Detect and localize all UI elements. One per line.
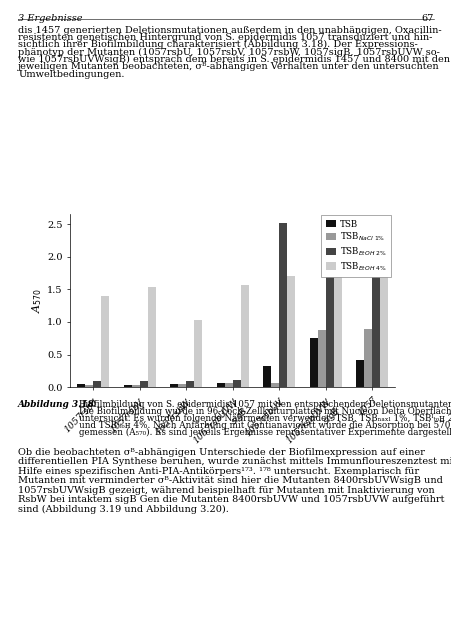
Bar xyxy=(286,276,295,387)
Bar xyxy=(364,328,372,387)
Bar xyxy=(309,338,317,387)
Text: Mutanten mit verminderter σᴮ-Aktivität sind hier die Mutanten 8400​rsbUVWsigB un: Mutanten mit verminderter σᴮ-Aktivität s… xyxy=(18,476,442,485)
Text: RsbW bei intaktem sigB Gen die Mutanten 8400​rsbUVW und 1057​rsbUVW aufgeführt: RsbW bei intaktem sigB Gen die Mutanten … xyxy=(18,495,444,504)
Bar xyxy=(232,380,240,387)
Bar xyxy=(279,223,286,387)
Text: 67: 67 xyxy=(421,14,433,23)
Text: resistenten genetischen Hintergrund von S. epidermidis 1057 transduziert und hin: resistenten genetischen Hintergrund von … xyxy=(18,33,432,42)
Text: wie 1057​rsbUVWsigB) entsprach dem bereits in S. epidermidis 1457 und 8400 mit d: wie 1057​rsbUVWsigB) entsprach dem berei… xyxy=(18,55,449,64)
Text: sichtlich ihrer Biofilmbildung charakterisiert (Abbildung 3.18). Der Expressions: sichtlich ihrer Biofilmbildung charakter… xyxy=(18,40,417,49)
Text: untersucht. Es wurden folgende Nährmedien verwendet: TSB, TSBₙₐₓₗ 1%, TSBᴵₜₒʜ 2%: untersucht. Es wurden folgende Nährmedie… xyxy=(79,414,451,423)
Bar xyxy=(132,385,139,387)
Bar xyxy=(317,330,325,387)
Bar xyxy=(93,381,101,387)
Bar xyxy=(124,385,132,387)
Bar xyxy=(333,250,341,387)
Bar xyxy=(216,383,225,387)
Bar xyxy=(139,381,147,387)
Y-axis label: A$_{570}$: A$_{570}$ xyxy=(30,289,44,313)
Bar xyxy=(101,296,109,387)
Text: Die Biofilmbildung wurde in 96-Loch-Zellkulturplatten mit Nucleon Delta Oberfläc: Die Biofilmbildung wurde in 96-Loch-Zell… xyxy=(79,407,451,416)
Text: differentiellen PIA Synthese beruhen, wurde zunächst mittels Immunfloureszenztes: differentiellen PIA Synthese beruhen, wu… xyxy=(18,458,451,467)
Bar xyxy=(356,360,364,387)
Bar xyxy=(194,320,202,387)
Text: und TSBᴵₜₒʜ 4%. Nach Anfärbung mit Gentianaviolett wurde die Absorption bei 570 : und TSBᴵₜₒʜ 4%. Nach Anfärbung mit Genti… xyxy=(79,420,451,429)
Bar xyxy=(170,384,178,387)
Bar xyxy=(372,226,379,387)
Bar xyxy=(240,285,248,387)
Bar xyxy=(263,365,271,387)
Text: Ob die beobachteten σᴮ-abhängigen Unterschiede der Biofilmexpression auf einer: Ob die beobachteten σᴮ-abhängigen Unters… xyxy=(18,448,424,457)
Text: Umweltbedingungen.: Umweltbedingungen. xyxy=(18,70,124,79)
Text: jeweiligen Mutanten beobachteten, σᴮ-abhängigen Verhalten unter den untersuchten: jeweiligen Mutanten beobachteten, σᴮ-abh… xyxy=(18,62,439,72)
Bar xyxy=(178,384,186,387)
Text: sind (Abbildung 3.19 und Abbildung 3.20).: sind (Abbildung 3.19 und Abbildung 3.20)… xyxy=(18,505,229,514)
Bar xyxy=(325,223,333,387)
Bar xyxy=(77,384,85,387)
Text: 3 Ergebnisse: 3 Ergebnisse xyxy=(18,14,83,23)
Bar xyxy=(271,383,279,387)
Text: 1057​rsbUVWsigB gezeigt, während beispielhaft für Mutanten mit Inaktivierung von: 1057​rsbUVWsigB gezeigt, während beispie… xyxy=(18,486,434,495)
Text: phänotyp der Mutanten (1057​rsbU, 1057​rsbV, 1057​rsbW, 1057​sigB, 1057​rsbUVW s: phänotyp der Mutanten (1057​rsbU, 1057​r… xyxy=(18,48,439,57)
Text: Biofilmbildung von S. epidermidis 1057 mit den entsprechenden Deletionsmutanten.: Biofilmbildung von S. epidermidis 1057 m… xyxy=(79,400,451,409)
Bar xyxy=(186,381,194,387)
Bar xyxy=(379,234,387,387)
Text: Hilfe eines spezifischen Anti-PIA-Antikörpers¹⁷³․ ¹⁷⁸ untersucht. Exemplarisch f: Hilfe eines spezifischen Anti-PIA-Antikö… xyxy=(18,467,418,476)
Text: dis 1457 generierten Deletionsmutationen außerdem in den unabhängigen, Oxacillin: dis 1457 generierten Deletionsmutationen… xyxy=(18,26,441,35)
Bar xyxy=(225,383,232,387)
Bar xyxy=(85,385,93,387)
Bar xyxy=(147,287,155,387)
Text: gemessen (A₅₇₀). Es sind jeweils Ergebnisse repräsentativer Experimente dargeste: gemessen (A₅₇₀). Es sind jeweils Ergebni… xyxy=(79,428,451,436)
Text: Abbildung 3.18: Abbildung 3.18 xyxy=(18,400,95,409)
Legend: TSB, TSB$_{NaCl\ 1\%}$, TSB$_{EtOH\ 2\%}$, TSB$_{EtOH\ 4\%}$: TSB, TSB$_{NaCl\ 1\%}$, TSB$_{EtOH\ 2\%}… xyxy=(321,215,390,277)
